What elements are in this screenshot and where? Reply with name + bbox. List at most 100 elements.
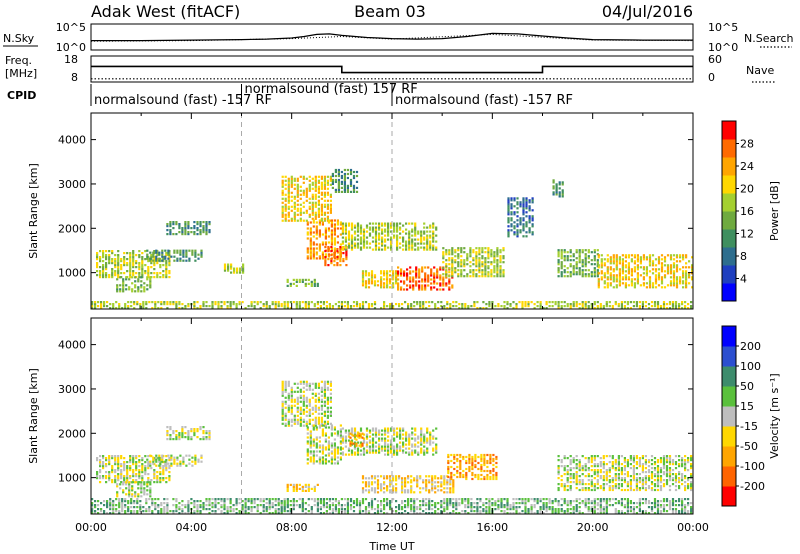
cell-6: [399, 445, 402, 448]
cell-2: [158, 253, 161, 256]
cell-9: [340, 176, 343, 180]
cell-13: [499, 275, 502, 278]
cell-11: [659, 457, 663, 460]
cell-16: [618, 282, 621, 285]
cell-18: [545, 307, 548, 310]
cell-5: [336, 448, 339, 451]
cell-18: [536, 305, 539, 308]
cell-16: [609, 278, 612, 281]
cell-15: [584, 253, 587, 256]
cell-4: [317, 382, 320, 385]
cell-11: [596, 481, 599, 484]
cell-8: [381, 242, 384, 245]
cell-11: [578, 467, 581, 470]
cell-9: [343, 178, 346, 182]
cell-16: [618, 274, 621, 277]
cell-10: [489, 455, 492, 459]
cell-6: [347, 439, 351, 442]
cell-6: [321, 257, 324, 260]
cell-10: [477, 475, 480, 479]
cell-10: [301, 278, 304, 281]
cell-5: [314, 217, 317, 220]
cell-0: [126, 469, 129, 472]
cell-15: [593, 251, 596, 254]
cell-3: [199, 231, 202, 234]
cell-6: [336, 219, 339, 222]
cell-2: [155, 257, 158, 260]
cell-15: [566, 251, 569, 254]
cell-3: [205, 436, 208, 439]
cell-5: [290, 209, 293, 212]
cell-16: [642, 266, 645, 269]
cell-2: [152, 253, 155, 256]
cell-11: [653, 479, 657, 482]
cell-6: [330, 247, 333, 250]
cell-12: [409, 270, 412, 273]
cell-11: [641, 465, 644, 468]
cell-7: [333, 260, 336, 263]
cell-12: [451, 286, 454, 289]
cell-11: [593, 457, 596, 460]
cell-2: [167, 253, 170, 256]
cell-4: [314, 394, 317, 397]
cell-11: [674, 479, 678, 482]
cell-0: [114, 262, 117, 265]
noise-frame: [90, 23, 694, 51]
cell-0: [147, 479, 150, 482]
cell-15: [581, 265, 584, 268]
cell-18: [370, 303, 374, 306]
cell-16: [657, 284, 661, 287]
cell-13: [451, 263, 454, 266]
cell-8: [396, 228, 399, 231]
cell-6: [353, 453, 357, 456]
cell-13: [454, 255, 457, 258]
cell-10: [453, 461, 456, 465]
cell-13: [469, 251, 472, 254]
cell-16: [663, 274, 667, 277]
cell-18: [599, 305, 602, 308]
cell-3: [178, 432, 181, 435]
cell-9: [416, 483, 419, 486]
cell-5: [281, 183, 284, 186]
cell-16: [627, 278, 630, 281]
cell-6: [384, 437, 387, 440]
cell-10: [486, 453, 489, 457]
cell-11: [671, 479, 675, 482]
cell-5: [336, 460, 339, 463]
cell-2: [182, 462, 185, 465]
cell-13: [490, 249, 493, 252]
cell-18: [395, 303, 398, 306]
cell-9: [410, 487, 413, 490]
cell-18: [539, 307, 542, 310]
cell-0: [135, 463, 138, 466]
cell-0: [129, 459, 132, 462]
cell-5: [293, 183, 296, 186]
cell-8: [411, 228, 414, 231]
cell-0: [105, 465, 108, 468]
cell-18: [151, 307, 154, 310]
cell-16: [627, 254, 630, 257]
cell-8: [432, 226, 435, 229]
cell-3: [202, 225, 205, 228]
cell-2: [194, 251, 197, 254]
cell-0: [114, 272, 117, 275]
cell-12: [97, 500, 100, 503]
cell-9: [373, 487, 377, 490]
cell-0: [135, 479, 138, 482]
cell-11: [620, 469, 623, 472]
cell-0: [96, 459, 99, 462]
cell-13: [454, 267, 457, 270]
cell-15: [587, 251, 590, 254]
cell-6: [333, 247, 336, 250]
cell-6: [420, 449, 423, 452]
cell-4: [284, 422, 287, 425]
cell-2: [176, 259, 179, 262]
cell-11: [614, 475, 617, 478]
cell-2: [164, 464, 167, 467]
cell-5: [320, 183, 323, 186]
cell-8: [393, 224, 396, 227]
cell-18: [136, 303, 139, 306]
cell-3: [175, 438, 178, 441]
cell-4: [296, 386, 299, 389]
cell-17: [555, 187, 558, 190]
